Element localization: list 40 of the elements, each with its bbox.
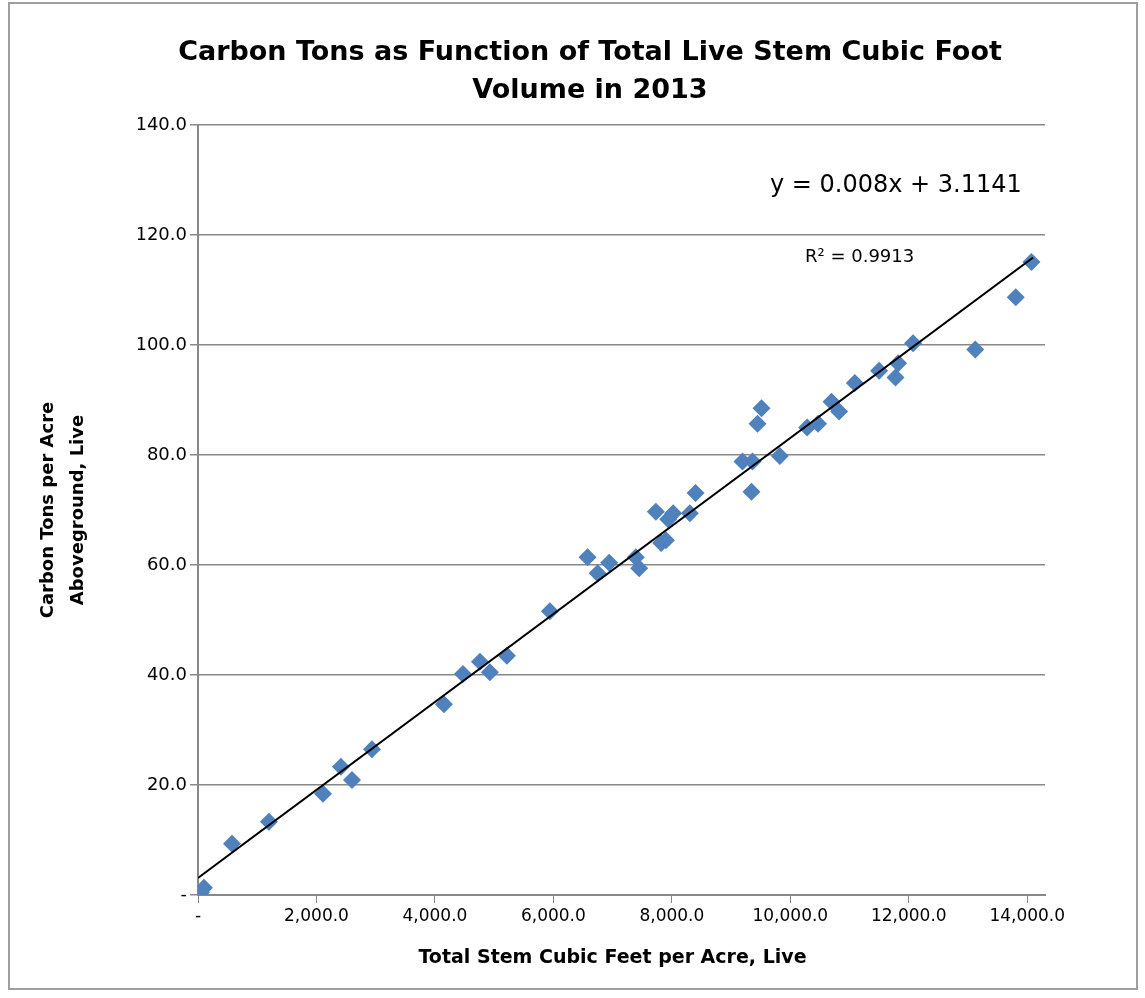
point	[752, 399, 771, 418]
point	[313, 784, 332, 803]
point	[630, 559, 649, 578]
y-tick-label: 40.0	[146, 662, 187, 684]
point	[578, 548, 597, 567]
point	[966, 340, 985, 359]
point	[748, 414, 767, 433]
point	[742, 482, 761, 501]
x-tick-label: 14,000.0	[989, 904, 1066, 925]
point	[600, 553, 619, 572]
point	[434, 695, 453, 714]
y-tick-label: 60.0	[146, 552, 187, 574]
point	[770, 447, 789, 466]
point	[223, 834, 241, 853]
x-tick-label: 12,000.0	[870, 904, 947, 925]
x-tick-label: 6,000.0	[520, 904, 586, 925]
y-tick-label: -	[180, 882, 187, 904]
x-tick-label: 8,000.0	[639, 904, 705, 925]
y-tick-label: 20.0	[146, 772, 187, 794]
x-tick-label: 10,000.0	[752, 904, 829, 925]
x-tick-label: -	[194, 904, 202, 925]
y-axis-title: Carbon Tons per Acre Aboveground, Live	[35, 400, 88, 621]
point	[1006, 288, 1025, 307]
annotation: R² = 0.9913	[805, 245, 915, 266]
point	[686, 483, 705, 502]
point	[343, 771, 361, 790]
chart-title: Carbon Tons as Function of Total Live Stem Cubic Foot Volume in 2013	[177, 34, 1003, 106]
x-tick-label: 4,000.0	[402, 904, 468, 925]
y-tick-label: 140.0	[135, 112, 187, 134]
point	[886, 368, 905, 387]
point	[480, 663, 499, 682]
x-tick-label: 2,000.0	[284, 904, 349, 925]
point	[588, 564, 607, 583]
y-tick-label: 100.0	[135, 332, 187, 354]
annotation: y = 0.008x + 3.1141	[770, 170, 1022, 198]
point	[646, 502, 665, 521]
y-tick-label: 80.0	[146, 442, 187, 464]
point	[830, 402, 849, 421]
x-axis-title: Total Stem Cubic Feet per Acre, Live	[417, 945, 808, 967]
y-tick-label: 120.0	[135, 222, 187, 244]
